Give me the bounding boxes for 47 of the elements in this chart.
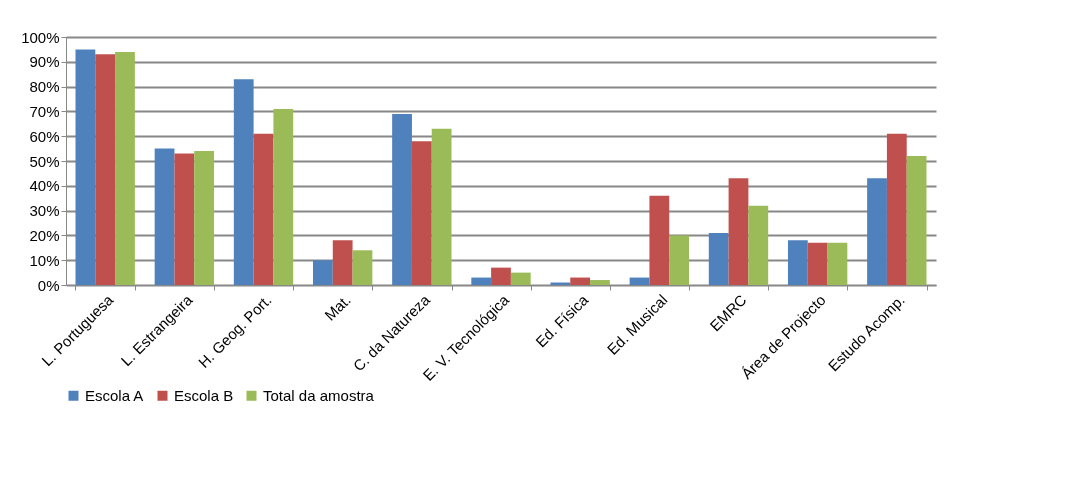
- legend-label: Total da amostra: [263, 386, 375, 404]
- bar: [75, 49, 96, 285]
- bar: [629, 277, 650, 285]
- bar: [867, 178, 887, 285]
- bar: [95, 54, 116, 285]
- bar: [115, 51, 135, 285]
- bar: [332, 240, 353, 285]
- bar: [669, 235, 690, 285]
- y-tick-label: 100%: [21, 28, 60, 46]
- y-tick-label: 90%: [29, 53, 60, 71]
- legend-label: Escola A: [85, 386, 144, 404]
- bar: [570, 277, 591, 285]
- bar: [590, 280, 610, 285]
- y-tick-label: 70%: [29, 102, 60, 120]
- legend-label: Escola B: [174, 386, 234, 404]
- y-tick-label: 50%: [29, 152, 60, 170]
- bar: [352, 250, 373, 285]
- bar: [194, 151, 215, 285]
- bar: [510, 272, 531, 285]
- bar: [708, 232, 729, 285]
- y-tick-label: 30%: [29, 202, 60, 220]
- bar: [748, 205, 769, 285]
- bar: [649, 195, 670, 285]
- bar: [787, 240, 808, 285]
- y-tick-label: 80%: [29, 78, 60, 96]
- bar: [154, 148, 175, 285]
- bar: [233, 79, 254, 285]
- bar: [471, 277, 492, 285]
- y-tick-label: 10%: [29, 251, 60, 269]
- bar: [253, 133, 274, 285]
- bar: [431, 128, 452, 285]
- bar: [827, 242, 848, 285]
- y-tick-label: 20%: [29, 226, 60, 244]
- bar: [392, 113, 412, 285]
- bar: [174, 153, 195, 285]
- bar: [312, 260, 333, 285]
- y-tick-label: 60%: [29, 127, 60, 145]
- y-tick-label: 0%: [37, 276, 60, 294]
- bar: [491, 267, 511, 285]
- bar: [411, 141, 432, 285]
- bar: [728, 178, 749, 285]
- y-tick-label: 40%: [29, 177, 60, 195]
- bar: [273, 108, 294, 285]
- bar: [807, 242, 828, 285]
- x-tick-label: Mat.: [321, 291, 354, 324]
- bar: [906, 156, 927, 285]
- bar: [886, 133, 907, 285]
